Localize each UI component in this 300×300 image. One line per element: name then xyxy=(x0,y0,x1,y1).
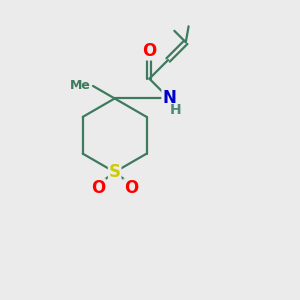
Text: O: O xyxy=(142,42,157,60)
Text: H: H xyxy=(170,103,182,117)
Text: Me: Me xyxy=(70,80,91,92)
Text: O: O xyxy=(124,179,138,197)
Text: O: O xyxy=(91,179,105,197)
Text: S: S xyxy=(109,163,121,181)
Text: N: N xyxy=(162,89,176,107)
